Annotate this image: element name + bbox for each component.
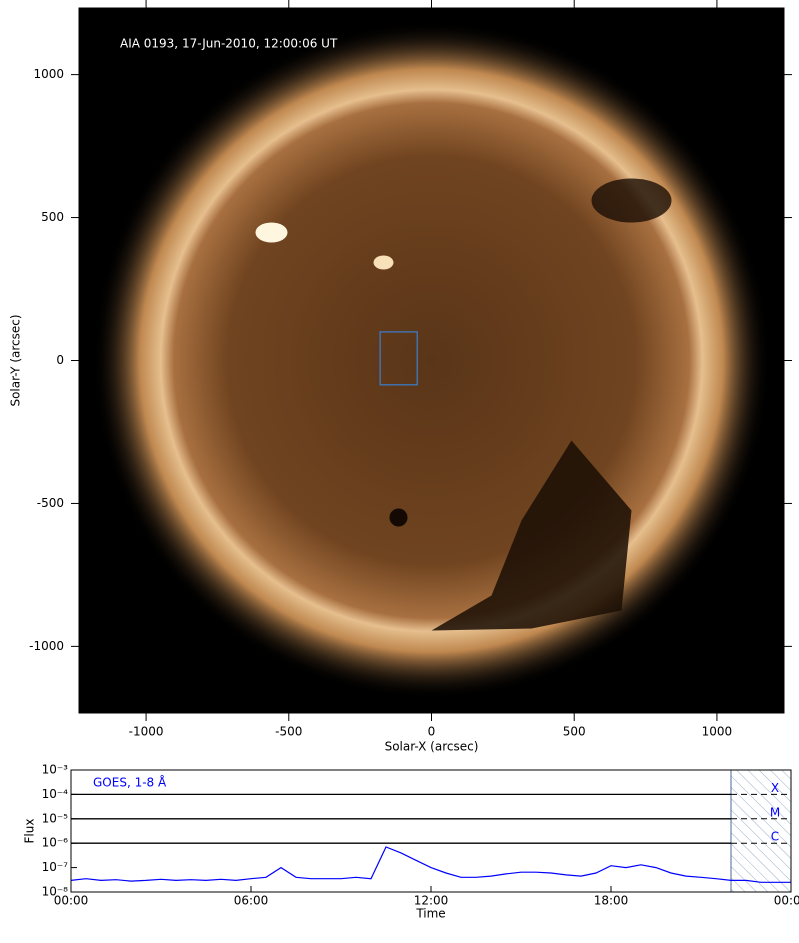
legend-label: GOES, 1-8 Å bbox=[93, 775, 167, 790]
y-tick-label: 10⁻⁴ bbox=[42, 787, 69, 801]
y-tick-label: 10⁻⁶ bbox=[42, 836, 69, 850]
x-tick-label: 06:00 bbox=[234, 894, 269, 908]
x-tick-label: 18:00 bbox=[594, 894, 629, 908]
y-axis-label: Flux bbox=[23, 819, 37, 844]
coronal-hole bbox=[591, 178, 672, 223]
y-tick-label: 10⁻⁷ bbox=[42, 860, 69, 874]
dark-spot bbox=[389, 508, 408, 527]
y-tick-label: -1000 bbox=[29, 639, 64, 653]
y-tick-label: 500 bbox=[41, 210, 64, 224]
x-axis-label: Solar-X (arcsec) bbox=[385, 740, 479, 754]
x-tick-label: -1000 bbox=[129, 725, 164, 739]
y-tick-label: 10⁻⁸ bbox=[42, 885, 69, 899]
active-region bbox=[373, 255, 394, 270]
x-tick-label: 500 bbox=[563, 725, 586, 739]
active-region bbox=[255, 222, 288, 243]
flux-line bbox=[70, 846, 791, 883]
y-tick-label: 1000 bbox=[33, 67, 64, 81]
coronal-hole bbox=[431, 440, 632, 631]
x-axis-label: Time bbox=[415, 907, 445, 921]
shaded-range bbox=[730, 769, 792, 893]
x-tick-label: -500 bbox=[275, 725, 302, 739]
x-tick-label: 00:00 bbox=[774, 894, 799, 908]
y-tick-label: -500 bbox=[37, 496, 64, 510]
x-tick-label: 0 bbox=[428, 725, 436, 739]
y-axis-label: Solar-Y (arcsec) bbox=[9, 314, 23, 406]
x-tick-label: 00:00 bbox=[54, 894, 89, 908]
y-tick-label: 10⁻³ bbox=[42, 763, 69, 777]
annotation: AIA 0193, 17-Jun-2010, 12:00:06 UT bbox=[120, 37, 338, 51]
class-label: X bbox=[771, 781, 779, 795]
x-tick-label: 1000 bbox=[702, 725, 733, 739]
y-tick-label: 10⁻⁵ bbox=[42, 811, 69, 825]
plot-area bbox=[71, 770, 791, 892]
y-tick-label: 0 bbox=[56, 353, 64, 367]
class-label: M bbox=[770, 805, 780, 819]
sun-image bbox=[92, 21, 771, 700]
region-box bbox=[379, 331, 418, 386]
class-label: C bbox=[771, 830, 779, 844]
x-tick-label: 12:00 bbox=[414, 894, 449, 908]
